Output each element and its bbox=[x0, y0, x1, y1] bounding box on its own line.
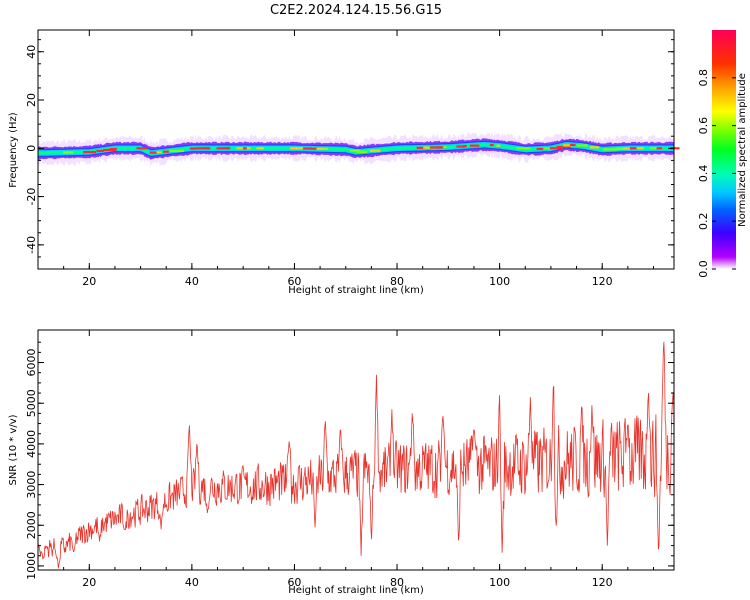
spectrogram-x-tick-label: 60 bbox=[287, 275, 301, 288]
colorbar-ticks: 0.0 0.2 0.4 0.6 0.8 bbox=[697, 69, 736, 278]
snr-y-tick-label: 5000 bbox=[25, 389, 38, 417]
spectrogram-ticks: 20 40 60 80 100 120 40 20 0 -20 -40 bbox=[25, 30, 674, 288]
spectrogram-x-tick-label: 120 bbox=[592, 275, 613, 288]
snr-x-axis-label: Height of straight line (km) bbox=[288, 585, 424, 596]
spectrogram-frame bbox=[37, 29, 675, 270]
snr-x-tick-label: 80 bbox=[390, 576, 404, 589]
figure-title: C2E2.2024.124.15.56.G15 bbox=[270, 3, 442, 18]
spectrogram-layer bbox=[38, 132, 680, 167]
snr-plot-area bbox=[38, 330, 674, 570]
colorbar: 0.0 0.2 0.4 0.6 0.8 Normalized spectral ampl… bbox=[697, 30, 748, 278]
spectrogram-x-axis-label: Height of straight line (km) bbox=[288, 285, 424, 296]
snr-x-tick-label: 60 bbox=[287, 576, 301, 589]
spectrogram-y-tick-label: 0 bbox=[25, 145, 38, 152]
snr-panel: 20 40 60 80 100 120 1000 2000 3000 4000 5000 6000 H… bbox=[8, 329, 675, 596]
spectrogram-mid-band bbox=[38, 140, 674, 157]
snr-frame bbox=[37, 329, 675, 571]
snr-x-tick-label: 20 bbox=[82, 576, 96, 589]
colorbar-tick-label: 0.0 bbox=[697, 260, 710, 278]
colorbar-tick-label: 0.6 bbox=[697, 117, 710, 135]
spectrogram-x-tick-label: 80 bbox=[390, 275, 404, 288]
snr-x-tick-label: 40 bbox=[185, 576, 199, 589]
spectrogram-panel: 20 40 60 80 100 120 40 20 0 -20 -40 Height of stra… bbox=[8, 29, 680, 296]
snr-y-tick-label: 1000 bbox=[25, 552, 38, 580]
spectrogram-x-tick-label: 20 bbox=[82, 275, 96, 288]
snr-x-tick-label: 120 bbox=[592, 576, 613, 589]
snr-y-tick-label: 6000 bbox=[25, 349, 38, 377]
snr-series-line bbox=[37, 341, 675, 569]
spectrogram-x-tick-label: 40 bbox=[185, 275, 199, 288]
snr-y-tick-label: 4000 bbox=[25, 430, 38, 458]
snr-y-tick-label: 2000 bbox=[25, 511, 38, 539]
colorbar-tick-label: 0.4 bbox=[697, 165, 710, 183]
colorbar-tick-label: 0.8 bbox=[697, 69, 710, 87]
spectrogram-cyan-band bbox=[38, 141, 674, 156]
spectrogram-y-axis-label: Frequency (Hz) bbox=[8, 112, 19, 188]
colorbar-label: Normalized spectral amplitude bbox=[737, 73, 748, 227]
spectrogram-y-tick-label: -40 bbox=[25, 236, 38, 254]
spectrogram-y-tick-label: 40 bbox=[25, 45, 38, 59]
snr-y-axis-label: SNR (10 * v/v) bbox=[8, 414, 19, 485]
spectrogram-y-tick-label: 20 bbox=[25, 93, 38, 107]
spectrogram-x-tick-label: 100 bbox=[489, 275, 510, 288]
snr-y-tick-label: 3000 bbox=[25, 471, 38, 499]
colorbar-tick-label: 0.2 bbox=[697, 212, 710, 230]
snr-x-tick-label: 100 bbox=[489, 576, 510, 589]
colorbar-strip bbox=[712, 30, 736, 269]
spectrogram-y-tick-label: -20 bbox=[25, 188, 38, 206]
